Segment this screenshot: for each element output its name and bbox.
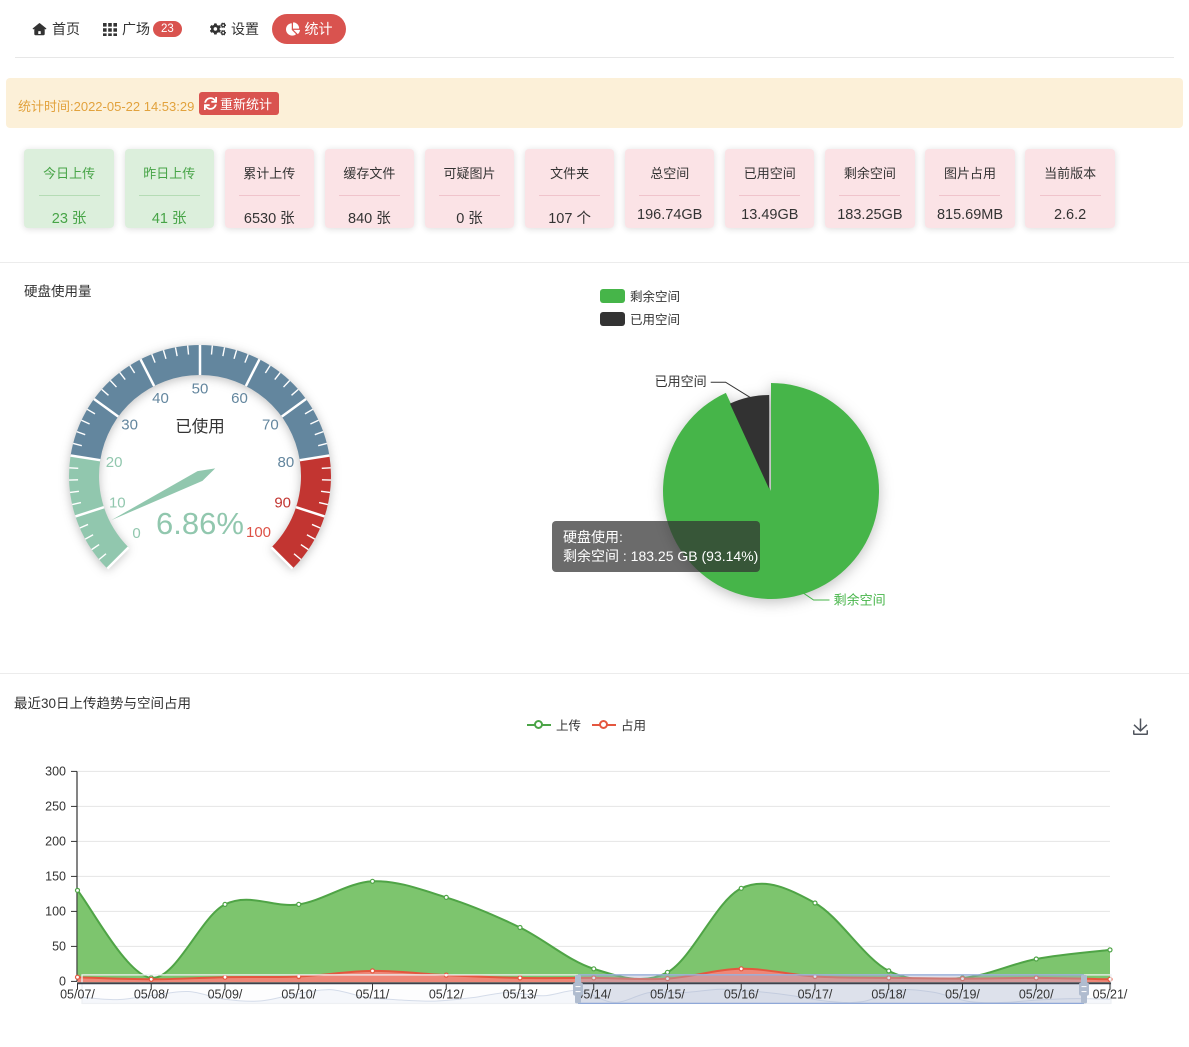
svg-text:05/16/: 05/16/: [724, 988, 759, 1002]
svg-text:150: 150: [45, 869, 66, 883]
svg-text:05/20/: 05/20/: [1019, 988, 1054, 1002]
svg-text:200: 200: [45, 834, 66, 848]
svg-text:05/07/: 05/07/: [60, 988, 95, 1002]
svg-text:70: 70: [262, 416, 279, 433]
svg-text:50: 50: [52, 939, 66, 953]
svg-text:0: 0: [59, 974, 66, 988]
svg-text:05/18/: 05/18/: [871, 988, 906, 1002]
svg-text:05/08/: 05/08/: [134, 988, 169, 1002]
svg-text:300: 300: [45, 764, 66, 778]
svg-text:剩余空间: 剩余空间: [834, 593, 886, 608]
svg-text:05/11/: 05/11/: [356, 988, 390, 1002]
svg-text:05/12/: 05/12/: [429, 988, 464, 1002]
svg-text:30: 30: [121, 416, 138, 433]
svg-text:05/14/: 05/14/: [576, 988, 611, 1002]
svg-text:05/10/: 05/10/: [281, 988, 316, 1002]
svg-text:250: 250: [45, 799, 66, 813]
svg-text:05/15/: 05/15/: [650, 988, 685, 1002]
svg-text:100: 100: [45, 904, 66, 918]
svg-text:100: 100: [246, 524, 271, 541]
svg-text:05/13/: 05/13/: [503, 988, 538, 1002]
svg-text:80: 80: [278, 454, 295, 471]
svg-text:05/09/: 05/09/: [208, 988, 243, 1002]
svg-text:10: 10: [109, 494, 126, 511]
svg-text:40: 40: [152, 390, 169, 407]
svg-text:05/17/: 05/17/: [798, 988, 833, 1002]
svg-text:已使用: 已使用: [175, 417, 225, 436]
svg-text:50: 50: [192, 381, 209, 398]
svg-text:已用空间: 已用空间: [655, 374, 707, 389]
svg-text:90: 90: [274, 494, 291, 511]
svg-text:0: 0: [132, 525, 140, 542]
svg-text:20: 20: [106, 454, 123, 471]
svg-text:6.86%: 6.86%: [156, 506, 244, 541]
svg-text:60: 60: [231, 390, 248, 407]
svg-text:05/21/: 05/21/: [1093, 988, 1128, 1002]
svg-text:05/19/: 05/19/: [945, 988, 980, 1002]
